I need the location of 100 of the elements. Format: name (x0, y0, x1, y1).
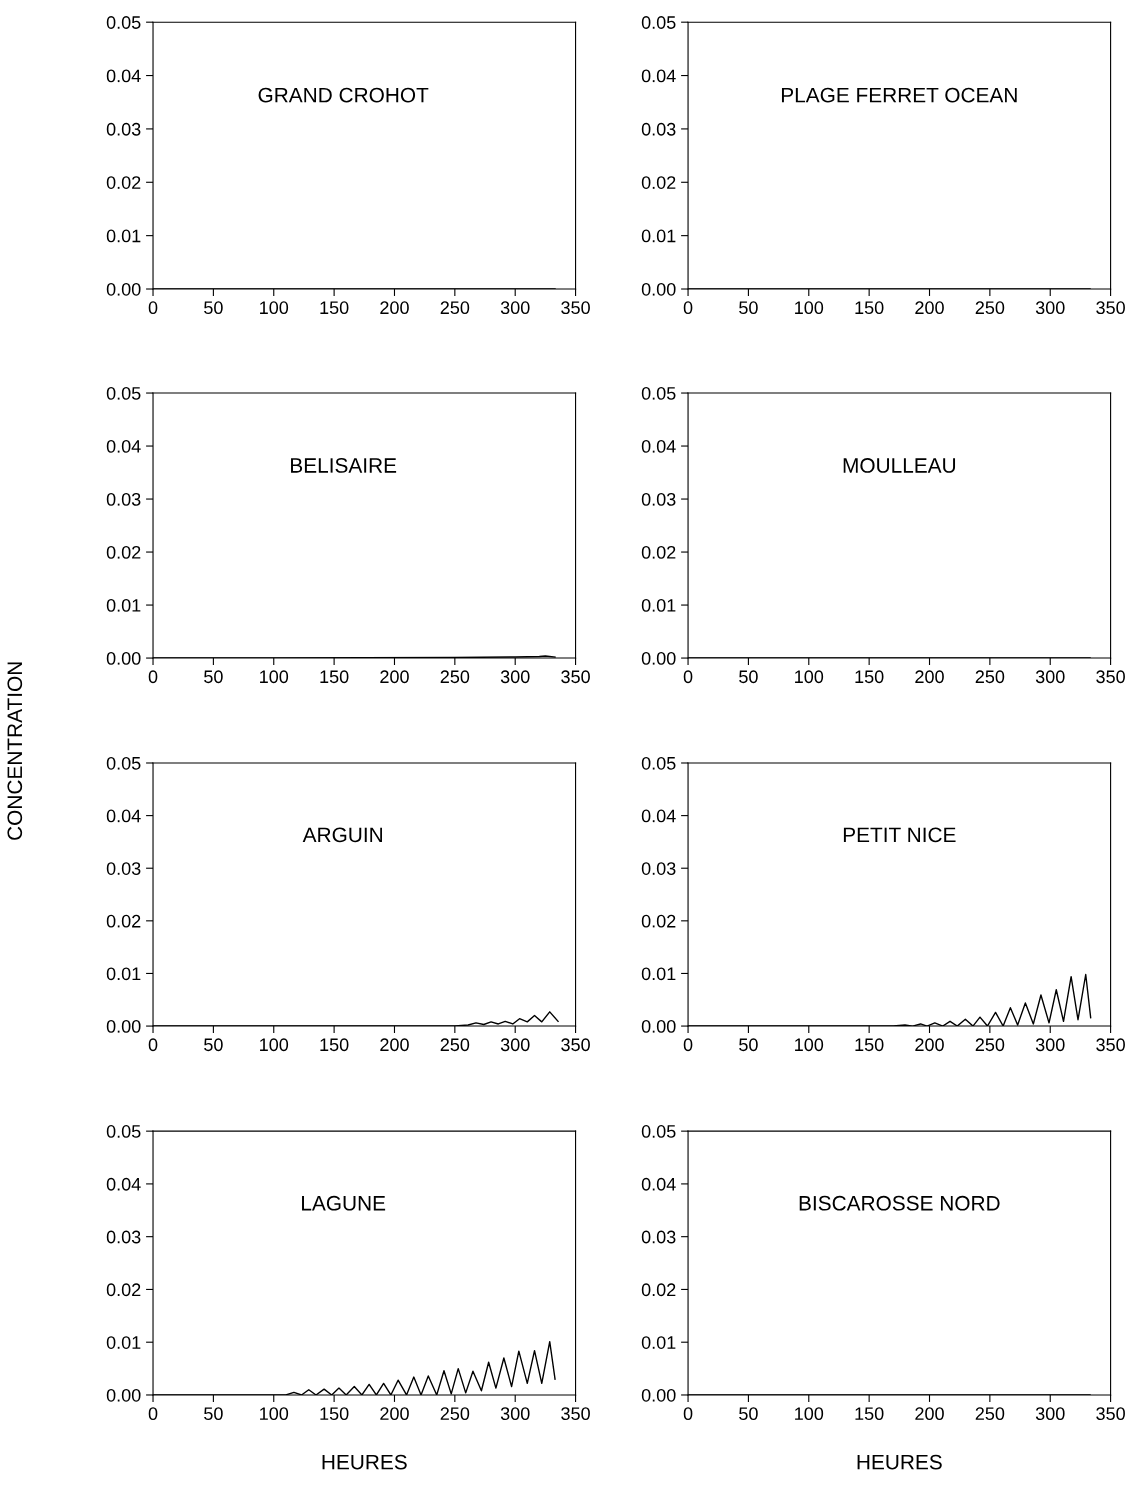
y-tick-label: 0.03 (641, 492, 676, 506)
x-tick-label: 250 (975, 301, 1005, 315)
y-tick-label: 0.04 (641, 1177, 676, 1191)
x-tick-label: 50 (204, 1038, 223, 1052)
x-tick-label: 250 (440, 670, 470, 684)
text: BELISAIRE (291, 458, 397, 473)
x-tick-label: 50 (204, 670, 223, 684)
y-tick-label: 0.02 (641, 1283, 676, 1297)
y-tick-label: 0.01 (641, 229, 676, 243)
x-tick-label: 150 (320, 1407, 349, 1421)
x-tick-label: 350 (561, 301, 590, 315)
text: MOULLEAU (843, 458, 956, 473)
y-tick-label: 0.05 (106, 1125, 141, 1138)
x-tick-label: 50 (739, 301, 758, 315)
y-tick-label: 0.05 (106, 16, 141, 29)
x-tick-label: 350 (1096, 301, 1125, 315)
y-tick-label: 0.00 (641, 1388, 676, 1402)
y-tick-label: 0.00 (641, 652, 676, 665)
y-tick-label: 0.03 (106, 122, 141, 136)
x-tick-label: 100 (260, 301, 289, 315)
y-tick-label: 0.04 (641, 69, 676, 83)
x-tick-label: 250 (440, 1038, 470, 1052)
y-tick-label: 0.04 (106, 1177, 141, 1191)
x-tick-label: 150 (855, 1407, 884, 1421)
x-tick-label: 0 (683, 301, 693, 315)
y-tick-label: 0.02 (106, 914, 141, 928)
text: PETIT NICE (843, 827, 956, 843)
y-tick-label: 0.02 (641, 176, 676, 189)
x-tick-label: 50 (739, 1407, 758, 1421)
x-tick-label: 350 (1096, 1038, 1125, 1052)
x-tick-label: 150 (320, 1038, 349, 1052)
x-tick-label: 0 (683, 1038, 693, 1052)
x-tick-label: 200 (915, 1038, 944, 1052)
x-tick-label: 150 (855, 301, 884, 315)
x-tick-label: 100 (260, 1407, 289, 1421)
y-tick-label: 0.03 (106, 1230, 141, 1244)
x-tick-label: 50 (739, 1038, 758, 1052)
x-tick-label: 200 (915, 670, 944, 684)
x-tick-label: 0 (683, 1407, 693, 1421)
x-tick-label: 250 (975, 1038, 1005, 1052)
y-tick-label: 0.00 (641, 282, 676, 296)
y-tick-label: 0.01 (106, 967, 141, 981)
x-tick-label: 100 (795, 301, 824, 315)
y-tick-label: 0.01 (641, 967, 676, 981)
x-tick-label: 100 (795, 1038, 824, 1052)
x-tick-label: 200 (380, 1407, 409, 1421)
y-tick-label: 0.04 (106, 69, 141, 83)
x-tick-label: 300 (1035, 1407, 1065, 1421)
text: LAGUNE (302, 1195, 386, 1211)
x-tick-label: 100 (795, 670, 824, 684)
y-tick-label: 0.03 (641, 122, 676, 136)
x-tick-label: 0 (148, 670, 158, 684)
x-tick-label: 150 (855, 670, 884, 684)
x-tick-label: 350 (1096, 670, 1125, 684)
x-tick-label: 250 (440, 1407, 470, 1421)
y-tick-label: 0.01 (106, 1336, 141, 1349)
y-axis-title: CONCENTRATION (7, 662, 23, 840)
y-tick-label: 0.05 (641, 386, 676, 400)
x-tick-label: 200 (915, 1407, 944, 1421)
x-tick-label: 200 (380, 670, 409, 684)
x-tick-label: 0 (148, 1038, 158, 1052)
y-tick-label: 0.05 (106, 386, 141, 400)
x-tick-label: 200 (380, 1038, 409, 1052)
y-tick-label: 0.03 (106, 862, 141, 875)
x-tick-label: 50 (204, 301, 223, 315)
x-tick-label: 300 (500, 1038, 530, 1052)
x-tick-label: 50 (739, 670, 758, 684)
y-tick-label: 0.01 (106, 229, 141, 243)
y-tick-label: 0.00 (106, 1020, 141, 1033)
x-tick-label: 50 (204, 1407, 223, 1421)
x-tick-label: 300 (1035, 1038, 1065, 1052)
x-tick-label: 300 (500, 670, 530, 684)
x-tick-label: 100 (260, 1038, 289, 1052)
x-tick-label: 200 (380, 301, 409, 315)
y-tick-label: 0.05 (641, 16, 676, 29)
y-tick-label: 0.05 (641, 756, 676, 770)
x-tick-label: 300 (1035, 670, 1065, 684)
y-tick-label: 0.03 (106, 492, 141, 506)
x-axis-title: HEURES (322, 1454, 407, 1470)
y-tick-label: 0.00 (106, 282, 141, 296)
x-tick-label: 250 (975, 670, 1005, 684)
x-tick-label: 0 (683, 670, 693, 684)
text: ARGUIN (302, 827, 382, 843)
text: PLAGE FERRET OCEAN (781, 87, 1017, 103)
x-tick-label: 350 (561, 1407, 590, 1421)
y-tick-label: 0.01 (641, 1336, 676, 1349)
y-tick-label: 0.00 (106, 652, 141, 665)
text: GRAND CROHOT (258, 87, 429, 103)
x-tick-label: 300 (500, 301, 530, 315)
y-tick-label: 0.04 (106, 809, 141, 823)
y-tick-label: 0.00 (641, 1020, 676, 1033)
y-tick-label: 0.04 (106, 439, 141, 453)
y-tick-label: 0.01 (106, 598, 141, 612)
x-tick-label: 350 (1096, 1407, 1125, 1421)
x-tick-label: 0 (148, 1407, 158, 1421)
x-tick-label: 350 (561, 1038, 590, 1052)
x-tick-label: 350 (561, 670, 590, 684)
y-tick-label: 0.01 (641, 598, 676, 612)
x-tick-label: 100 (795, 1407, 824, 1421)
x-tick-label: 200 (915, 301, 944, 315)
